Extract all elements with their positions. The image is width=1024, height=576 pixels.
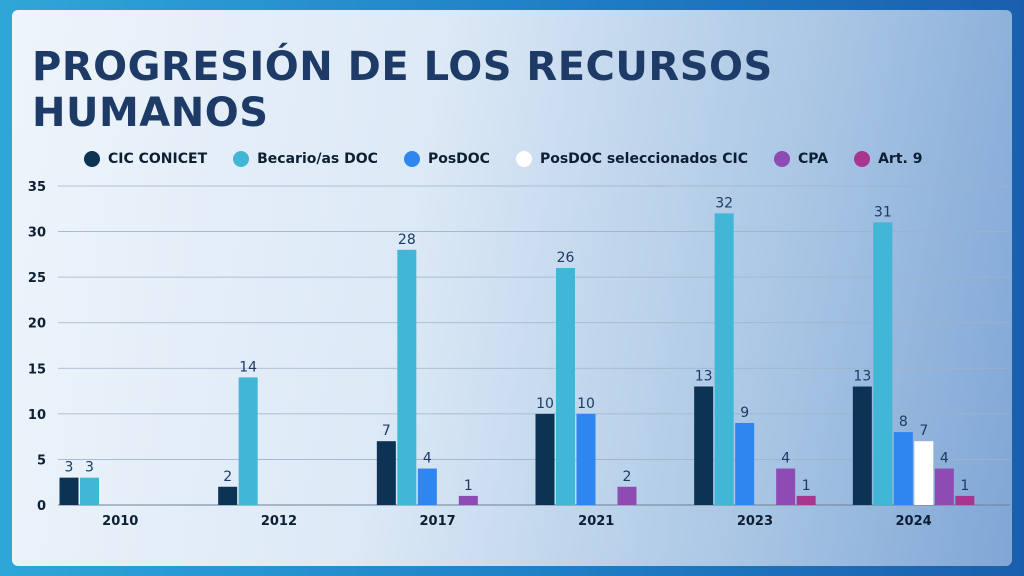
data-label: 2 bbox=[623, 469, 632, 485]
data-label: 1 bbox=[960, 478, 969, 494]
data-label: 1 bbox=[802, 478, 811, 494]
bar bbox=[873, 222, 893, 505]
legend-label: CIC CONICET bbox=[108, 151, 208, 167]
legend-label: PosDOC bbox=[427, 151, 490, 167]
bar bbox=[955, 495, 975, 505]
y-tick-label: 5 bbox=[37, 453, 46, 468]
bar bbox=[914, 441, 934, 505]
y-tick-label: 30 bbox=[28, 226, 46, 241]
data-label: 14 bbox=[239, 359, 257, 375]
chart-legend: CIC CONICET Becario/as DOC PosDOC PosDOC se… bbox=[84, 148, 922, 170]
bar bbox=[934, 468, 954, 505]
data-label: 4 bbox=[940, 451, 949, 467]
legend-swatch bbox=[854, 151, 871, 167]
legend-item: CPA bbox=[774, 151, 828, 167]
legend-label: Becario/as DOC bbox=[257, 151, 378, 167]
legend-swatch bbox=[84, 151, 100, 167]
legend-item: CIC CONICET bbox=[84, 151, 207, 167]
bar bbox=[59, 477, 79, 505]
data-label: 4 bbox=[781, 451, 790, 467]
data-label: 9 bbox=[740, 405, 749, 421]
x-tick-label: 2010 bbox=[102, 514, 138, 529]
data-label: 2 bbox=[223, 469, 232, 485]
data-label: 7 bbox=[382, 423, 391, 439]
bar bbox=[576, 413, 596, 505]
data-label: 28 bbox=[398, 232, 416, 248]
x-tick-label: 2012 bbox=[261, 514, 297, 529]
legend-label: CPA bbox=[798, 151, 829, 167]
y-tick-label: 10 bbox=[28, 408, 46, 423]
legend-item: Art. 9 bbox=[854, 151, 922, 167]
legend-swatch bbox=[515, 151, 532, 167]
data-label: 10 bbox=[577, 396, 595, 412]
bar bbox=[893, 432, 913, 505]
legend-item: Becario/as DOC bbox=[233, 151, 378, 167]
legend-label: Art. 9 bbox=[878, 151, 923, 167]
legend-label: PosDOC seleccionados CIC bbox=[539, 151, 748, 167]
data-label: 31 bbox=[874, 204, 892, 220]
bar bbox=[417, 468, 437, 505]
bar bbox=[238, 377, 258, 505]
data-label: 13 bbox=[853, 369, 871, 385]
x-tick-label: 2024 bbox=[895, 514, 931, 529]
y-tick-label: 35 bbox=[28, 180, 46, 195]
bar bbox=[80, 477, 99, 505]
data-label: 10 bbox=[536, 396, 554, 412]
y-tick-label: 15 bbox=[28, 362, 46, 377]
bar bbox=[776, 468, 796, 505]
bar bbox=[556, 268, 575, 505]
legend-swatch bbox=[774, 151, 790, 167]
bar bbox=[617, 486, 637, 505]
data-label: 3 bbox=[85, 460, 94, 476]
data-label: 1 bbox=[464, 478, 473, 494]
bar bbox=[218, 486, 238, 505]
bar bbox=[735, 422, 755, 505]
legend-swatch bbox=[403, 151, 420, 167]
data-label: 26 bbox=[557, 250, 575, 266]
data-label: 4 bbox=[423, 451, 432, 467]
data-label: 13 bbox=[695, 369, 713, 385]
bar bbox=[694, 386, 714, 505]
x-tick-label: 2017 bbox=[419, 514, 455, 529]
bar bbox=[714, 213, 734, 506]
legend-item: PosDOC seleccionados CIC bbox=[515, 151, 748, 167]
y-tick-label: 20 bbox=[28, 317, 46, 332]
bar bbox=[535, 413, 555, 505]
data-label: 8 bbox=[899, 414, 908, 430]
bar bbox=[852, 386, 872, 505]
legend-item: PosDOC bbox=[403, 151, 490, 167]
bar bbox=[458, 495, 478, 505]
x-tick-label: 2023 bbox=[737, 514, 773, 529]
bar bbox=[397, 249, 417, 505]
x-tick-label: 2021 bbox=[578, 514, 614, 529]
data-label: 3 bbox=[65, 460, 74, 476]
data-label: 32 bbox=[715, 195, 733, 211]
bar bbox=[796, 495, 816, 505]
y-tick-label: 25 bbox=[28, 271, 46, 286]
data-label: 7 bbox=[919, 423, 928, 439]
legend-swatch bbox=[233, 151, 250, 167]
bar bbox=[376, 441, 396, 505]
page-title: PROGRESIÓN DE LOS RECURSOS HUMANOS bbox=[32, 44, 773, 136]
y-tick-label: 0 bbox=[37, 499, 46, 514]
chart-card: PROGRESIÓN DE LOS RECURSOS HUMANOS CIC C… bbox=[12, 10, 1012, 566]
